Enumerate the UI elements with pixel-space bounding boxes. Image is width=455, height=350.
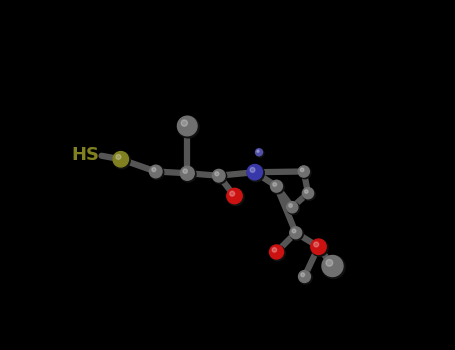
Circle shape <box>303 188 315 201</box>
Circle shape <box>311 239 328 256</box>
Circle shape <box>304 190 308 193</box>
Circle shape <box>213 170 227 184</box>
Circle shape <box>290 227 303 240</box>
Circle shape <box>181 167 196 182</box>
Circle shape <box>230 191 235 196</box>
Circle shape <box>177 116 199 138</box>
Circle shape <box>269 245 283 259</box>
Text: HS: HS <box>72 146 100 164</box>
Circle shape <box>227 188 242 204</box>
Circle shape <box>256 149 263 156</box>
Circle shape <box>271 181 284 194</box>
Circle shape <box>292 229 296 233</box>
Circle shape <box>150 166 164 180</box>
Circle shape <box>300 168 304 172</box>
Circle shape <box>270 245 285 261</box>
Circle shape <box>322 256 345 279</box>
Circle shape <box>212 169 225 182</box>
Circle shape <box>271 180 283 192</box>
Circle shape <box>152 168 156 172</box>
Circle shape <box>256 149 264 157</box>
Circle shape <box>298 271 310 282</box>
Circle shape <box>303 188 313 199</box>
Circle shape <box>322 256 343 276</box>
Circle shape <box>289 204 293 207</box>
Circle shape <box>113 152 130 169</box>
Circle shape <box>149 165 162 178</box>
Circle shape <box>183 169 187 173</box>
Circle shape <box>311 239 326 254</box>
Circle shape <box>326 259 333 266</box>
Circle shape <box>272 248 277 252</box>
Circle shape <box>177 116 197 136</box>
Circle shape <box>113 152 128 167</box>
Circle shape <box>287 202 298 213</box>
Circle shape <box>273 182 277 186</box>
Circle shape <box>215 172 219 176</box>
Circle shape <box>227 189 244 205</box>
Circle shape <box>298 166 309 177</box>
Circle shape <box>247 164 263 180</box>
Circle shape <box>314 242 318 247</box>
Circle shape <box>181 120 187 126</box>
Circle shape <box>287 202 299 215</box>
Circle shape <box>116 154 121 159</box>
Circle shape <box>298 166 311 179</box>
Circle shape <box>248 165 264 182</box>
Circle shape <box>180 166 194 180</box>
Circle shape <box>299 271 312 284</box>
Circle shape <box>301 273 304 277</box>
Circle shape <box>250 167 255 172</box>
Circle shape <box>257 150 259 152</box>
Circle shape <box>290 227 302 239</box>
